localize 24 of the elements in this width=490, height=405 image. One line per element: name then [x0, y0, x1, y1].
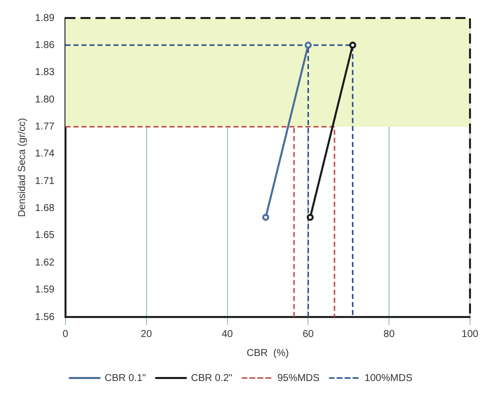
y-tick-label: 1.89	[34, 12, 55, 24]
y-tick-label: 1.65	[34, 230, 55, 242]
x-tick-label: 100	[462, 328, 479, 340]
x-tick-label: 0	[62, 328, 69, 340]
x-tick-label: 80	[384, 328, 396, 340]
y-tick-label: 1.86	[34, 40, 55, 51]
legend-label: CBR 0.2"	[190, 372, 233, 384]
legend-label: CBR 0.1"	[104, 372, 146, 384]
x-axis-title: CBR (%)	[246, 348, 289, 359]
y-tick-label: 1.77	[34, 121, 55, 132]
y-tick-label: 1.68	[34, 203, 55, 214]
legend-label: 95%MDS	[277, 372, 320, 384]
y-tick-label: 1.83	[34, 67, 55, 78]
x-tick-label: 20	[140, 328, 152, 340]
y-axis-title: Densidad Seca (gr/cc)	[16, 118, 28, 217]
y-tick-label: 1.59	[34, 284, 55, 296]
y-tick-label: 1.71	[34, 176, 55, 187]
y-tick-label: 1.62	[34, 257, 55, 268]
x-tick-label: 40	[222, 328, 234, 340]
y-tick-label: 1.56	[34, 312, 55, 323]
legend-label: 100%MDS	[364, 372, 413, 384]
y-tick-label: 1.80	[34, 94, 55, 106]
y-tick-label: 1.74	[34, 148, 55, 160]
x-tick-label: 60	[302, 328, 314, 340]
